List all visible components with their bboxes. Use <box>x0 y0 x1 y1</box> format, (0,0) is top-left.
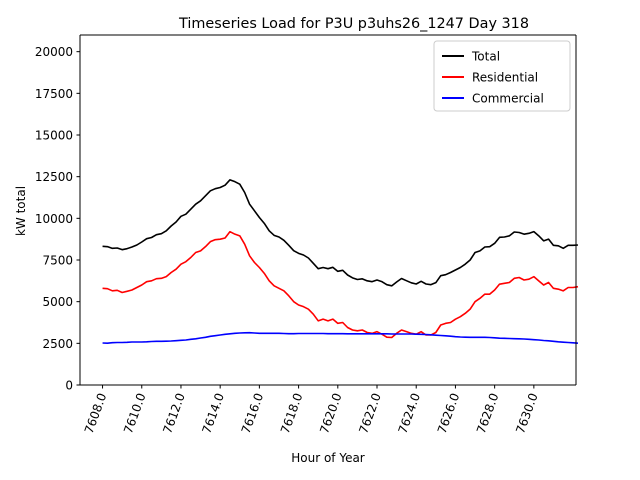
x-tick-label: 7614.0 <box>199 391 227 435</box>
x-tick-label: 7620.0 <box>317 391 345 435</box>
legend: Total Residential Commercial <box>433 40 571 112</box>
x-tick-label: 7612.0 <box>160 391 188 435</box>
x-tick-label: 7630.0 <box>513 391 541 435</box>
series-line-commercial <box>102 331 579 344</box>
legend-box <box>433 40 571 112</box>
y-tick-label: 10000 <box>35 212 73 226</box>
series-lines <box>102 179 579 344</box>
y-axis-label: kW total <box>14 186 28 236</box>
chart-title: Timeseries Load for P3U p3uhs26_1247 Day… <box>178 16 529 32</box>
x-tick-label: 7608.0 <box>82 391 110 435</box>
y-tick-label: 2500 <box>42 337 73 351</box>
plot-frame <box>79 34 577 386</box>
x-tick-label: 7626.0 <box>435 391 463 435</box>
y-tick-label: 15000 <box>35 129 73 143</box>
y-tick-label: 7500 <box>42 254 73 268</box>
y-tick-label: 12500 <box>35 170 73 184</box>
y-tick-label: 5000 <box>42 295 73 309</box>
x-tick-label: 7624.0 <box>396 391 424 435</box>
series-line-total <box>102 179 579 287</box>
y-tick-label: 20000 <box>35 45 73 59</box>
legend-label: Commercial <box>472 92 544 106</box>
legend-label: Residential <box>472 71 538 85</box>
series-line-residential <box>102 230 579 339</box>
y-axis-ticks: 0 2500 5000 7500 10000 12500 15000 17500 20000 <box>35 45 80 393</box>
x-axis-label: Hour of Year <box>291 451 365 465</box>
x-tick-label: 7610.0 <box>121 391 149 435</box>
x-tick-label: 7622.0 <box>356 391 384 435</box>
legend-label: Total <box>471 50 500 64</box>
x-tick-label: 7628.0 <box>474 391 502 435</box>
x-axis-ticks: 7608.0 7610.0 7612.0 7614.0 7616.0 7618.0 7620… <box>82 385 541 435</box>
x-tick-label: 7616.0 <box>239 391 267 435</box>
y-tick-label: 0 <box>65 379 73 393</box>
y-tick-label: 17500 <box>35 87 73 101</box>
x-tick-label: 7618.0 <box>278 391 306 435</box>
